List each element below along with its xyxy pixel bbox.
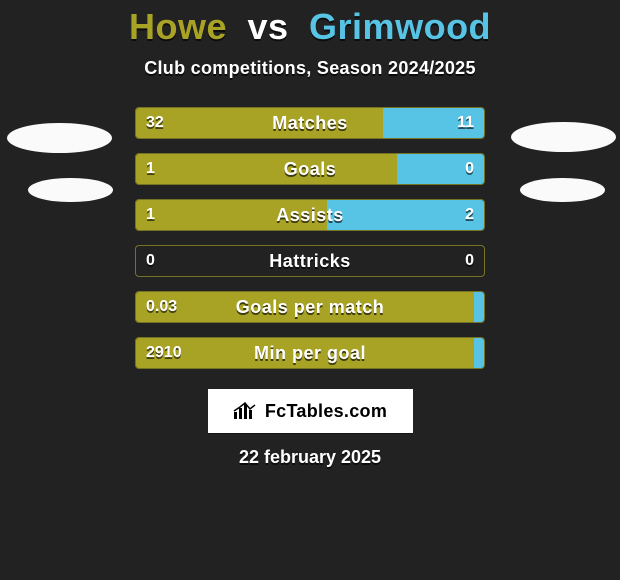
- avatar-placeholder: [28, 178, 113, 202]
- stat-row: 0.03Goals per match: [135, 291, 485, 323]
- vs-label: vs: [247, 6, 288, 47]
- stat-label: Hattricks: [136, 246, 484, 276]
- player1-name: Howe: [129, 6, 227, 47]
- footer-date: 22 february 2025: [0, 447, 620, 468]
- stat-row: 00Hattricks: [135, 245, 485, 277]
- stat-label: Goals per match: [136, 292, 484, 322]
- stat-row: 2910Min per goal: [135, 337, 485, 369]
- page-root: Howe vs Grimwood Club competitions, Seas…: [0, 0, 620, 580]
- stat-area: 3211Matches 10Goals 12Assists 00Hattricks 0.…: [0, 107, 620, 369]
- stat-label: Min per goal: [136, 338, 484, 368]
- page-title: Howe vs Grimwood: [0, 6, 620, 48]
- stat-label: Goals: [136, 154, 484, 184]
- stat-label: Assists: [136, 200, 484, 230]
- brand-badge[interactable]: FcTables.com: [208, 389, 413, 433]
- subtitle: Club competitions, Season 2024/2025: [0, 58, 620, 79]
- player2-name: Grimwood: [309, 6, 491, 47]
- avatar-placeholder: [7, 123, 112, 153]
- brand-text: FcTables.com: [265, 401, 387, 422]
- stat-row: 12Assists: [135, 199, 485, 231]
- avatar-placeholder: [511, 122, 616, 152]
- stat-row: 10Goals: [135, 153, 485, 185]
- stat-row: 3211Matches: [135, 107, 485, 139]
- stat-bars: 3211Matches 10Goals 12Assists 00Hattricks 0.…: [135, 107, 485, 369]
- chart-bars-icon: [233, 402, 257, 420]
- stat-label: Matches: [136, 108, 484, 138]
- avatar-placeholder: [520, 178, 605, 202]
